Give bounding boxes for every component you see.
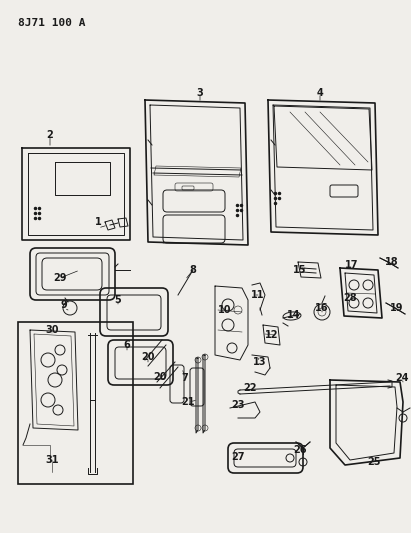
Text: 30: 30 — [45, 325, 59, 335]
Text: 7: 7 — [182, 373, 188, 383]
Text: 4: 4 — [316, 88, 323, 98]
Text: 5: 5 — [115, 295, 121, 305]
Text: 20: 20 — [153, 372, 167, 382]
Text: 27: 27 — [231, 452, 245, 462]
Text: 31: 31 — [45, 455, 59, 465]
Text: 1: 1 — [95, 217, 102, 227]
Text: 29: 29 — [53, 273, 67, 283]
Text: 9: 9 — [61, 300, 67, 310]
Text: 26: 26 — [293, 445, 307, 455]
Bar — [18, 322, 133, 484]
Text: 14: 14 — [287, 310, 301, 320]
Text: 28: 28 — [343, 293, 357, 303]
Text: 8J71 100 A: 8J71 100 A — [18, 18, 85, 28]
Text: 3: 3 — [196, 88, 203, 98]
Text: 16: 16 — [315, 303, 329, 313]
Text: 10: 10 — [218, 305, 232, 315]
Text: 24: 24 — [395, 373, 409, 383]
Text: 6: 6 — [124, 340, 130, 350]
Text: 8: 8 — [189, 265, 196, 275]
Text: 11: 11 — [251, 290, 265, 300]
Text: 12: 12 — [265, 330, 279, 340]
Text: 15: 15 — [293, 265, 307, 275]
Text: 2: 2 — [46, 130, 53, 140]
Text: 18: 18 — [385, 257, 399, 267]
Text: 21: 21 — [181, 397, 195, 407]
Text: 17: 17 — [345, 260, 359, 270]
Text: 22: 22 — [243, 383, 257, 393]
Text: 20: 20 — [141, 352, 155, 362]
Text: 13: 13 — [253, 357, 267, 367]
Text: 25: 25 — [367, 457, 381, 467]
Text: 19: 19 — [390, 303, 404, 313]
Text: 23: 23 — [231, 400, 245, 410]
